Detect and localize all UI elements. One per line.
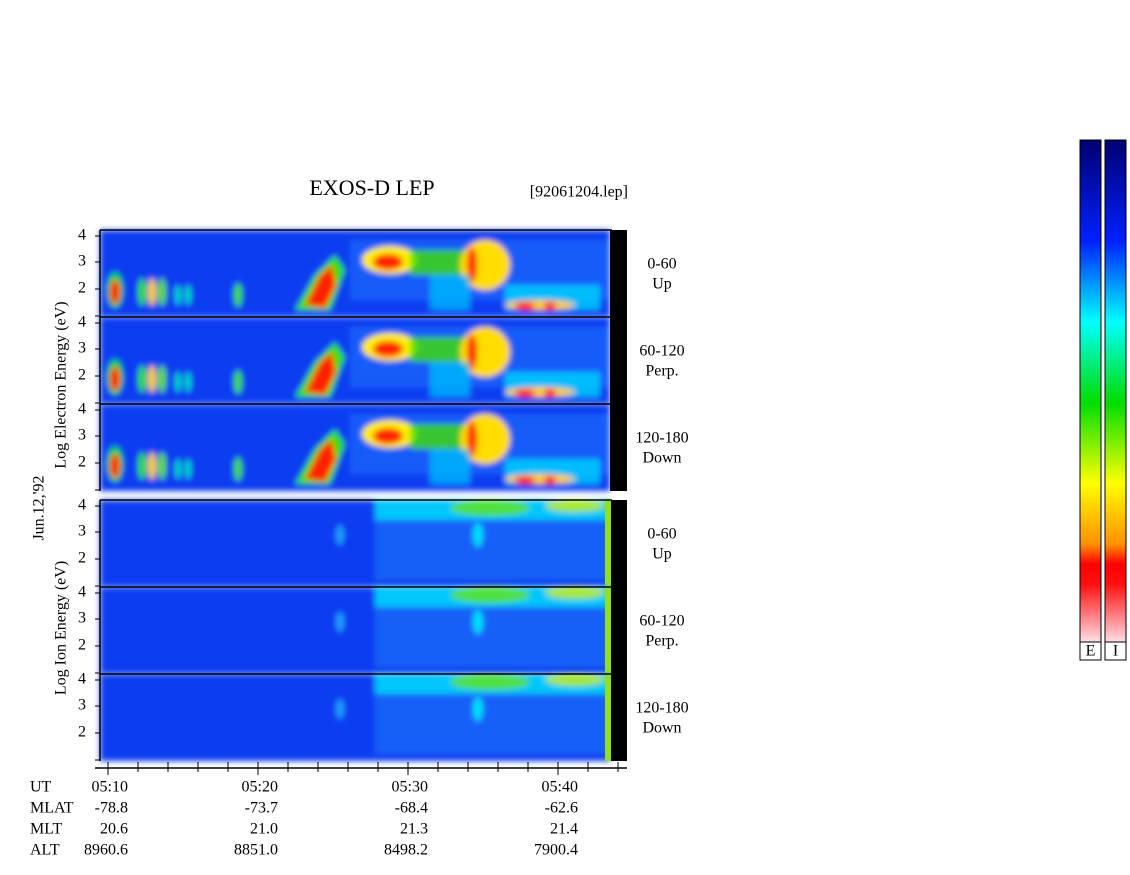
direction-label: Perp. xyxy=(645,363,678,380)
row-value: 05:30 xyxy=(392,779,428,796)
row-value: 20.6 xyxy=(100,821,128,838)
angle-label: 60-120 xyxy=(639,343,684,360)
colorbar xyxy=(1079,139,1102,646)
row-value: 8960.6 xyxy=(84,842,128,859)
row-value: 8851.0 xyxy=(234,842,278,859)
y-tick-label: 2 xyxy=(78,724,86,741)
direction-label: Up xyxy=(652,546,672,563)
row-label: UT xyxy=(30,779,52,796)
colorbar-label: E xyxy=(1086,643,1096,660)
direction-label: Down xyxy=(642,720,681,737)
spectrogram xyxy=(100,587,610,674)
data-gap xyxy=(610,500,627,587)
y-tick-label: 3 xyxy=(78,523,86,540)
y-tick-label: 2 xyxy=(78,454,86,471)
row-value: 21.0 xyxy=(250,821,278,838)
y-tick-label: 4 xyxy=(78,227,86,244)
data-gap xyxy=(610,404,627,491)
y-tick-label: 3 xyxy=(78,340,86,357)
data-gap xyxy=(610,317,627,404)
row-value: -68.4 xyxy=(395,800,428,817)
y-tick-label: 3 xyxy=(78,697,86,714)
row-value: -73.7 xyxy=(245,800,278,817)
y-tick-label: 4 xyxy=(78,671,86,688)
row-label: ALT xyxy=(30,842,60,859)
row-label: MLT xyxy=(30,821,63,838)
spectrogram xyxy=(100,317,610,404)
row-value: -78.8 xyxy=(95,800,128,817)
row-value: -62.6 xyxy=(545,800,578,817)
y-tick-label: 4 xyxy=(78,314,86,331)
y-tick-label: 4 xyxy=(78,584,86,601)
angle-label: 0-60 xyxy=(647,256,676,273)
spectrogram xyxy=(100,500,610,587)
y-tick-label: 3 xyxy=(78,253,86,270)
title: EXOS-D LEP xyxy=(309,175,434,200)
row-value: 8498.2 xyxy=(384,842,428,859)
edge-band xyxy=(605,674,611,761)
row-value: 21.4 xyxy=(550,821,578,838)
angle-label: 60-120 xyxy=(639,613,684,630)
data-gap xyxy=(610,230,627,317)
colorbar xyxy=(1104,139,1127,646)
y-tick-label: 2 xyxy=(78,637,86,654)
row-label: MLAT xyxy=(30,800,74,817)
file-label: [92061204.lep] xyxy=(530,184,628,201)
spectrogram xyxy=(100,404,610,491)
y-tick-label: 3 xyxy=(78,427,86,444)
edge-band xyxy=(605,587,611,674)
data-gap xyxy=(610,674,627,761)
row-value: 05:10 xyxy=(92,779,128,796)
direction-label: Up xyxy=(652,276,672,293)
direction-label: Down xyxy=(642,450,681,467)
row-value: 21.3 xyxy=(400,821,428,838)
axis-label: Log Electron Energy (eV) xyxy=(53,301,70,468)
y-tick-label: 3 xyxy=(78,610,86,627)
data-gap xyxy=(610,587,627,674)
spectrogram xyxy=(100,230,610,317)
y-tick-label: 2 xyxy=(78,367,86,384)
spectrogram xyxy=(100,674,610,761)
colorbar-label-box xyxy=(1079,641,1102,661)
y-tick-label: 4 xyxy=(78,401,86,418)
edge-band xyxy=(605,500,611,587)
row-value: 7900.4 xyxy=(534,842,578,859)
y-tick-label: 2 xyxy=(78,550,86,567)
colorbar-label-box xyxy=(1104,641,1127,661)
y-tick-label: 2 xyxy=(78,280,86,297)
angle-label: 120-180 xyxy=(635,430,688,447)
y-tick-label: 4 xyxy=(78,497,86,514)
direction-label: Perp. xyxy=(645,633,678,650)
angle-label: 120-180 xyxy=(635,700,688,717)
row-value: 05:20 xyxy=(242,779,278,796)
date-label: Jun.12,'92 xyxy=(31,475,48,540)
axis-label: Log Ion Energy (eV) xyxy=(53,561,70,695)
angle-label: 0-60 xyxy=(647,526,676,543)
row-value: 05:40 xyxy=(542,779,578,796)
colorbar-label: I xyxy=(1113,643,1118,660)
